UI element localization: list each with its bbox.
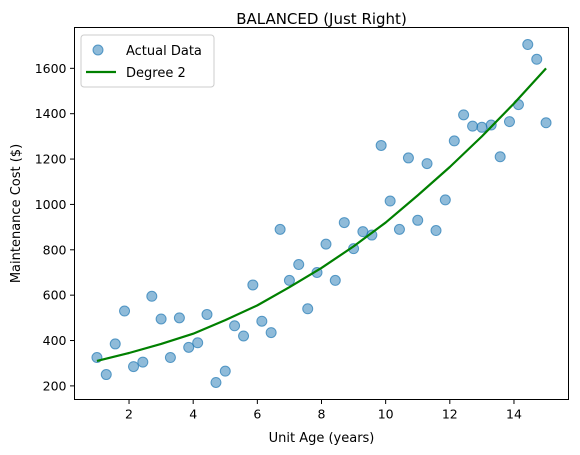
data-point: [164, 352, 176, 364]
y-tick-label: 1600: [35, 61, 67, 76]
legend-label-degree-2: Degree 2: [126, 66, 186, 81]
y-tick-label: 400: [43, 333, 67, 348]
data-point: [430, 225, 442, 237]
data-point: [503, 116, 515, 128]
data-point: [201, 308, 213, 320]
x-axis-label: Unit Age (years): [269, 431, 375, 446]
data-point: [384, 195, 396, 207]
data-point: [485, 119, 497, 131]
data-point: [210, 376, 222, 388]
chart-title: BALANCED (Just Right): [236, 10, 407, 28]
legend: Actual Data Degree 2: [80, 34, 215, 88]
data-point: [155, 313, 167, 325]
data-point: [522, 39, 534, 51]
legend-label-actual-data: Actual Data: [126, 44, 202, 59]
data-point: [540, 117, 552, 129]
data-point: [146, 290, 158, 302]
x-tick-label: 2: [125, 407, 133, 422]
x-tick-label: 12: [442, 407, 458, 422]
data-point: [100, 369, 112, 381]
data-point: [375, 139, 387, 151]
y-tick-label: 1200: [35, 152, 67, 167]
data-point: [137, 356, 149, 368]
data-point: [366, 229, 378, 241]
data-point: [467, 120, 479, 132]
y-tick-label: 200: [43, 378, 67, 393]
data-point: [320, 238, 332, 250]
data-point: [439, 194, 451, 206]
data-point: [412, 214, 424, 226]
data-point: [421, 158, 433, 170]
data-point: [494, 151, 506, 163]
data-point: [183, 341, 195, 353]
data-point: [219, 365, 231, 377]
data-point: [173, 312, 185, 324]
data-point: [448, 135, 460, 147]
data-point: [531, 53, 543, 65]
x-tick-label: 8: [318, 407, 326, 422]
data-point: [338, 217, 350, 229]
data-point: [329, 274, 341, 286]
data-point: [256, 315, 268, 327]
y-tick-label: 1000: [35, 197, 67, 212]
y-tick-label: 1400: [35, 106, 67, 121]
data-point: [119, 305, 131, 317]
y-axis-label: Maintenance Cost ($): [9, 144, 24, 283]
data-point: [302, 303, 314, 315]
data-point: [128, 361, 140, 373]
legend-marker-actual-data: [92, 44, 104, 56]
data-point: [192, 337, 204, 349]
data-point: [293, 259, 305, 271]
data-point: [402, 152, 414, 164]
x-tick-label: 10: [378, 407, 394, 422]
data-point: [274, 223, 286, 235]
data-point: [238, 330, 250, 342]
x-tick-label: 4: [189, 407, 197, 422]
data-point: [247, 279, 259, 291]
data-point: [109, 338, 121, 350]
x-tick-label: 6: [253, 407, 261, 422]
fit-line-degree-2: [96, 67, 547, 363]
data-point: [476, 121, 488, 133]
data-point: [229, 320, 241, 332]
data-point: [458, 109, 470, 121]
legend-box: [80, 34, 215, 88]
data-point: [283, 274, 295, 286]
data-point: [265, 327, 277, 339]
x-tick-label: 14: [506, 407, 522, 422]
y-tick-label: 800: [43, 242, 67, 257]
data-point: [393, 223, 405, 235]
y-tick-label: 600: [43, 288, 67, 303]
